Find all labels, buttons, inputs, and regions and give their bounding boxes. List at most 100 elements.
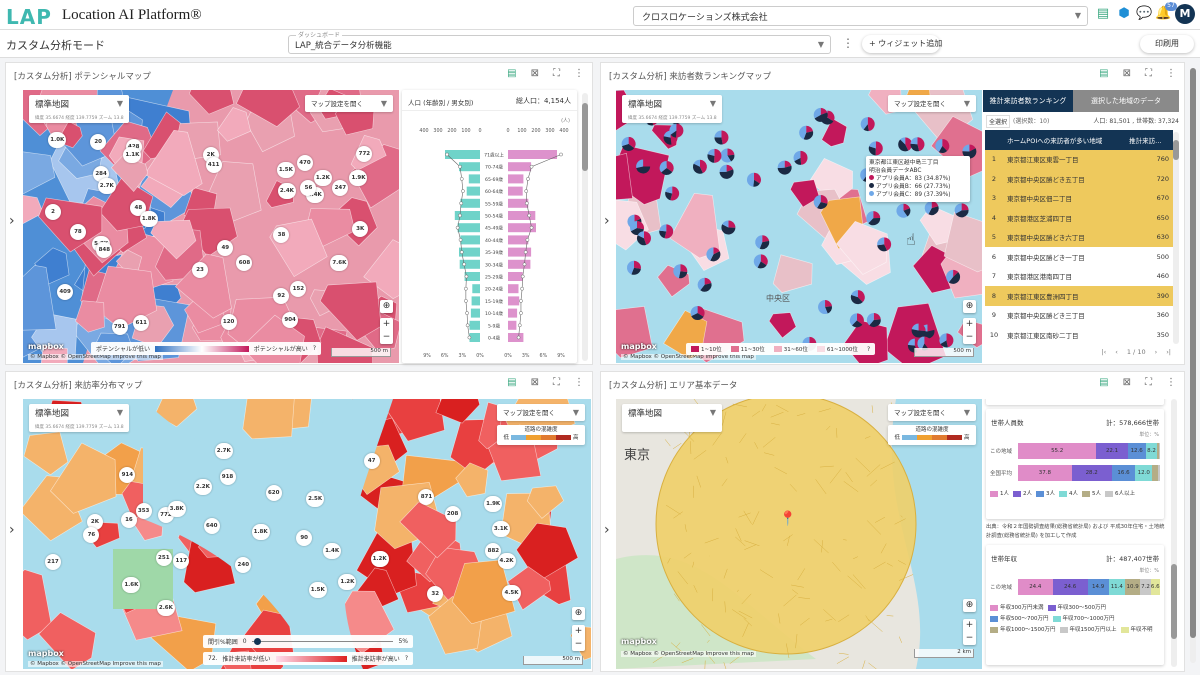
fullscreen-icon[interactable]: ⛶ [553,377,560,388]
female-bar[interactable] [508,247,532,257]
male-bar[interactable] [460,198,480,208]
map-area-polygon[interactable] [772,254,813,293]
map-area-polygon[interactable] [144,129,203,196]
more-vert-icon[interactable]: ⋮ [574,377,584,388]
cluster-bubble[interactable]: 152 [290,281,307,298]
cluster-bubble[interactable]: 791 [111,319,128,336]
lap-logo[interactable]: LAP [6,5,52,29]
zoom-in-button[interactable]: + [382,319,391,329]
cluster-bubble[interactable]: 3.1K [491,520,510,537]
bar-segment[interactable]: 11.4 [1108,579,1125,595]
pie-marker[interactable] [621,136,636,151]
map-area-polygon[interactable] [217,107,251,142]
cluster-bubble[interactable]: 1.2K [370,551,389,568]
cluster-bubble[interactable]: 240 [235,557,252,574]
pie-marker[interactable] [849,313,864,328]
pie-marker[interactable] [813,107,828,122]
cluster-bubble[interactable]: 3K [352,220,369,237]
cluster-bubble[interactable]: 217 [45,554,62,571]
cluster-bubble[interactable]: 409 [57,283,74,300]
scrollbar-thumb[interactable] [582,103,588,171]
pie-marker[interactable] [799,125,814,140]
pie-marker[interactable] [868,141,883,156]
last-page-button[interactable]: ›| [1166,348,1171,356]
map-area-polygon[interactable] [23,194,44,229]
map-area-polygon[interactable] [204,161,262,223]
thinning-slider[interactable]: 間引%範囲 0 5% [203,635,413,648]
map-area-polygon[interactable] [23,431,69,476]
cluster-bubble[interactable]: 3.8K [167,501,186,518]
fullscreen-icon[interactable]: ⛶ [553,68,560,79]
cluster-bubble[interactable]: 871 [418,488,435,505]
cluster-bubble[interactable]: 1.1K [123,147,142,164]
bar-segment[interactable] [1157,465,1160,481]
table-scrollbar[interactable] [1173,132,1179,344]
female-bar[interactable] [508,198,529,208]
report-icon[interactable]: ▤ [1096,6,1110,21]
help-icon[interactable]: ? [866,345,871,353]
cluster-bubble[interactable]: 772 [356,145,373,162]
table-row[interactable]: 6 東京都中央区勝どき一丁目 500 [985,247,1173,267]
more-vert-icon[interactable]: ⋮ [842,36,854,50]
chart-scrollbar[interactable] [582,93,588,361]
cluster-bubble[interactable]: 1.2K [313,170,332,187]
female-bar[interactable] [508,320,517,330]
cluster-bubble[interactable]: 640 [203,517,220,534]
female-bar[interactable] [508,333,524,342]
female-bar[interactable] [508,284,519,294]
visit-rate-map[interactable]: 217 871 47 772 240 882 914 117 2.7K 1.9K 2K 4.2K 251… [23,399,591,669]
pie-marker[interactable] [896,203,911,218]
cluster-bubble[interactable]: 49 [217,240,234,257]
bar-segment[interactable]: 12.6 [1127,443,1146,459]
male-bar[interactable] [472,284,480,294]
side-scrollbar[interactable] [1171,399,1177,667]
pie-marker[interactable] [746,172,761,187]
bar-segment[interactable]: 7.2 [1140,579,1151,595]
cluster-bubble[interactable]: 2K [86,514,103,531]
more-vert-icon[interactable]: ⋮ [574,68,584,79]
cluster-bubble[interactable]: 1.9K [484,496,503,513]
filter-off-icon[interactable]: ⊠ [1122,68,1131,79]
female-bar[interactable] [508,272,523,281]
table-row[interactable]: 2 東京都中央区勝どき五丁目 720 [985,169,1173,189]
bar-segment[interactable] [1157,443,1160,459]
pie-marker[interactable] [866,211,881,226]
map-area-polygon[interactable] [150,219,197,260]
cluster-bubble[interactable]: 2.5K [306,490,325,507]
ranking-map[interactable]: 中央区 標準地図 ▼ 緯度 35.6674 経度 139.7759 ズーム 13.8… [616,90,982,363]
bar-segment[interactable] [1152,465,1158,481]
report-icon[interactable]: ▤ [1099,377,1109,388]
pie-marker[interactable] [721,220,736,235]
map-area-polygon[interactable] [75,300,105,333]
pie-marker[interactable] [962,144,977,159]
map-attribution[interactable]: © Mapbox © OpenStreetMap Improve this ma… [28,661,163,667]
cluster-bubble[interactable]: 1.2K [338,574,357,591]
pie-marker[interactable] [777,160,792,175]
pie-marker[interactable] [860,117,875,132]
map-area-polygon[interactable] [23,150,56,198]
compass-button[interactable]: ⊕ [380,300,393,313]
table-row[interactable]: 8 東京都江東区豊洲四丁目 390 [985,286,1173,306]
map-area-polygon[interactable] [384,399,445,442]
male-bar[interactable] [469,320,481,330]
pie-marker[interactable] [850,290,865,305]
cluster-bubble[interactable]: 1.5K [276,162,295,179]
bar-segment[interactable]: 10.9 [1124,579,1141,595]
zoom-in-button[interactable]: + [965,319,974,329]
help-icon[interactable]: ? [312,345,316,352]
pie-marker[interactable] [636,159,651,174]
pie-marker[interactable] [813,194,828,209]
cluster-bubble[interactable]: 38 [273,227,290,244]
cluster-bubble[interactable]: 32 [427,585,444,602]
cluster-bubble[interactable]: 20 [90,134,107,151]
page-scrollbar-thumb[interactable] [1190,68,1196,638]
cluster-bubble[interactable]: 1.5K [308,581,327,598]
cluster-bubble[interactable]: 620 [265,484,282,501]
company-select[interactable]: クロスロケーションズ株式会社 ▼ [633,6,1088,26]
map-area-polygon[interactable] [99,176,154,232]
map-settings-select[interactable]: マップ設定を開く ▼ [888,95,976,112]
pie-marker[interactable] [626,260,641,275]
cluster-bubble[interactable]: 411 [205,156,222,173]
cluster-bubble[interactable]: 76 [83,527,100,544]
fullscreen-icon[interactable]: ⛶ [1145,377,1152,388]
